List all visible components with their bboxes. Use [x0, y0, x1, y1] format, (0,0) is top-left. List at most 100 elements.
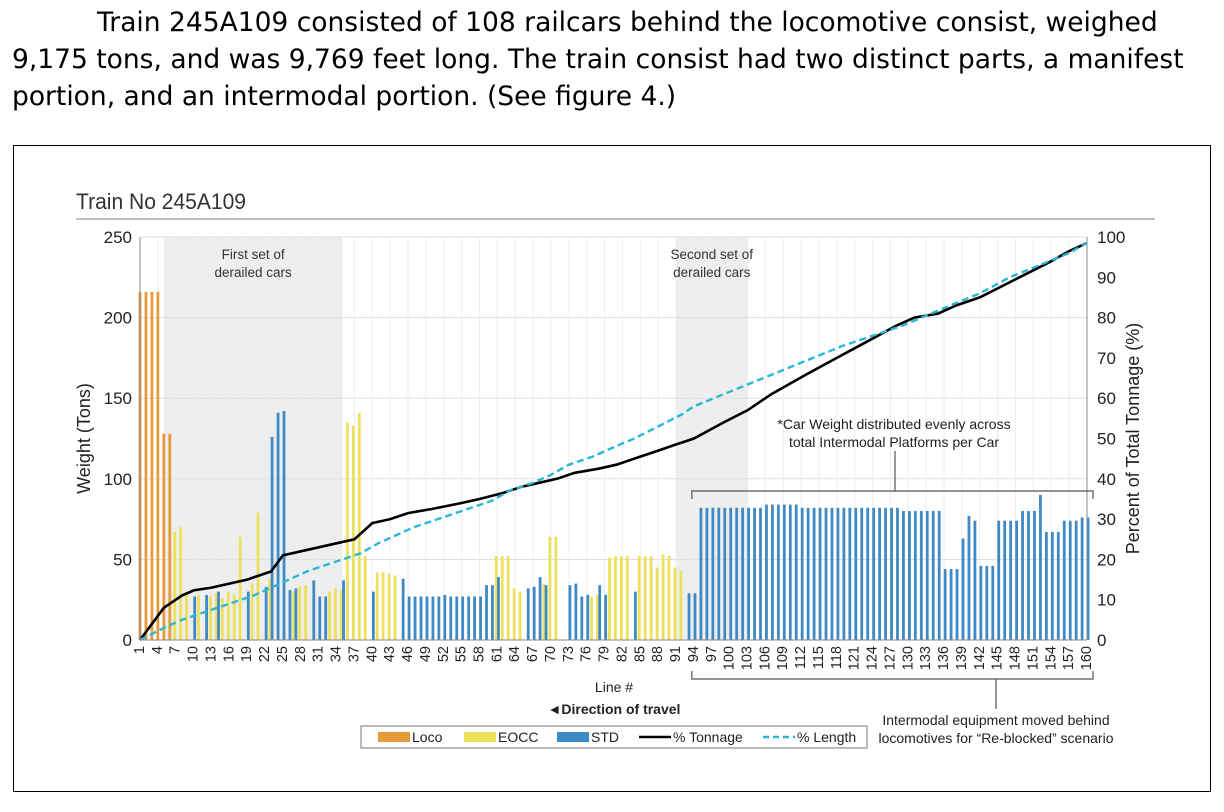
- bar-std-40: [371, 591, 375, 640]
- bar-eocc-87: [649, 556, 653, 640]
- bar-eocc-34: [334, 588, 337, 640]
- bar-std-58: [479, 596, 482, 640]
- intermodal-note-line: Intermodal equipment moved behind: [882, 712, 1109, 728]
- bar-eocc-28: [298, 586, 302, 640]
- x-tick-label-73: 73: [561, 646, 577, 662]
- bar-std-61: [497, 577, 500, 640]
- x-tick-label-28: 28: [293, 646, 309, 662]
- bar-std-145: [997, 520, 1001, 640]
- x-tick-label-61: 61: [489, 646, 505, 662]
- bar-loco-3: [150, 291, 154, 640]
- bar-std-78: [598, 585, 602, 640]
- bar-eocc-8: [179, 527, 183, 640]
- bar-eocc-18: [238, 536, 242, 640]
- bar-std-160: [1086, 517, 1090, 640]
- bar-eocc-7: [173, 531, 177, 640]
- x-tick-label-19: 19: [239, 646, 255, 662]
- bar-std-146: [1003, 520, 1007, 640]
- x-tick-label-64: 64: [507, 646, 523, 662]
- x-tick-label-97: 97: [704, 646, 720, 662]
- intermodal-note: Intermodal equipment moved behind locomot…: [879, 712, 1114, 746]
- car-weight-note: *Car Weight distributed evenly across tot…: [777, 416, 1010, 450]
- bar-eocc-16: [226, 591, 230, 640]
- bar-std-143: [985, 565, 989, 640]
- bar-std-135: [937, 511, 941, 640]
- bar-std-112: [800, 507, 804, 640]
- bar-std-128: [896, 507, 899, 640]
- bar-std-120: [848, 507, 852, 640]
- y2-axis-title: Percent of Total Tonnage (%): [1123, 323, 1143, 554]
- bar-std-100: [729, 507, 733, 640]
- bar-eocc-78: [596, 594, 599, 640]
- derailed-region-label-2: Second set of derailed cars: [670, 247, 753, 280]
- bar-std-141: [973, 520, 977, 640]
- bar-eocc-63: [506, 556, 510, 640]
- labels: Train No 245A109 First set of derailed car…: [76, 189, 1155, 746]
- bar-std-111: [794, 504, 798, 640]
- bar-eocc-41: [375, 572, 379, 640]
- bar-eocc-42: [381, 572, 385, 640]
- x-tick-label-100: 100: [722, 646, 738, 670]
- x-tick-label-88: 88: [650, 646, 666, 662]
- bar-std-137: [949, 569, 953, 640]
- bar-std-129: [902, 511, 905, 640]
- bar-std-134: [931, 511, 935, 640]
- bar-std-24: [276, 412, 280, 640]
- bar-std-151: [1033, 511, 1036, 640]
- car-weight-note-line: *Car Weight distributed evenly across: [777, 416, 1010, 432]
- x-tick-label-157: 157: [1061, 646, 1077, 670]
- bar-std-97: [711, 507, 715, 640]
- x-tick-label-121: 121: [847, 646, 863, 670]
- bar-std-115: [818, 507, 822, 640]
- bar-eocc-44: [393, 575, 397, 640]
- bar-std-22: [264, 586, 268, 640]
- bar-std-19: [246, 591, 250, 640]
- derailed-region-label-line: Second set of: [670, 247, 753, 262]
- x-tick-label-160: 160: [1079, 646, 1095, 670]
- bar-eocc-29: [304, 585, 308, 640]
- bar-std-117: [830, 507, 834, 640]
- bar-loco-4: [156, 291, 160, 640]
- bar-std-59: [485, 585, 488, 640]
- x-tick-label-94: 94: [686, 646, 702, 662]
- bar-eocc-36: [345, 422, 349, 640]
- bar-std-148: [1015, 520, 1019, 640]
- intro-line-1: Train 245A109 consisted of 108 railcars …: [97, 7, 1158, 38]
- y2-tick-label-10: 10: [1097, 591, 1116, 610]
- y2-tick-label-0: 0: [1097, 631, 1106, 650]
- bar-std-66: [526, 588, 530, 640]
- bar-loco-2: [144, 291, 148, 640]
- y2-tick-label-30: 30: [1097, 510, 1116, 529]
- bar-eocc-80: [608, 557, 611, 640]
- x-tick-label-7: 7: [168, 646, 184, 654]
- y2-tick-label-60: 60: [1097, 389, 1116, 408]
- bar-std-74: [574, 583, 578, 640]
- x-tick-label-4: 4: [150, 646, 166, 654]
- bar-eocc-88: [655, 567, 659, 640]
- bar-eocc-64: [512, 588, 516, 640]
- x-tick-label-34: 34: [329, 646, 345, 662]
- x-tick-label-52: 52: [436, 646, 452, 662]
- bar-eocc-83: [625, 556, 629, 640]
- intro-paragraph: Train 245A109 consisted of 108 railcars …: [12, 4, 1217, 115]
- x-tick-label-40: 40: [364, 646, 380, 662]
- bar-std-132: [919, 511, 923, 640]
- bar-std-67: [532, 586, 536, 640]
- intermodal-bottom-bracket: [691, 671, 1094, 680]
- bar-std-153: [1044, 531, 1048, 640]
- x-tick-label-25: 25: [275, 646, 291, 662]
- y-tick-label-250: 250: [104, 228, 132, 247]
- x-tick-label-31: 31: [311, 646, 327, 662]
- bar-std-93: [687, 593, 691, 640]
- x-tick-label-148: 148: [1008, 646, 1024, 670]
- bar-eocc-85: [637, 556, 641, 640]
- bar-std-131: [913, 511, 917, 640]
- derailed-region-label-1: First set of derailed cars: [215, 247, 293, 280]
- bar-eocc-23: [268, 578, 272, 640]
- bar-std-48: [419, 596, 423, 640]
- bar-std-99: [723, 507, 727, 640]
- legend-label-1: EOCC: [498, 729, 538, 745]
- bar-eocc-82: [619, 556, 623, 640]
- bar-std-25: [282, 411, 286, 640]
